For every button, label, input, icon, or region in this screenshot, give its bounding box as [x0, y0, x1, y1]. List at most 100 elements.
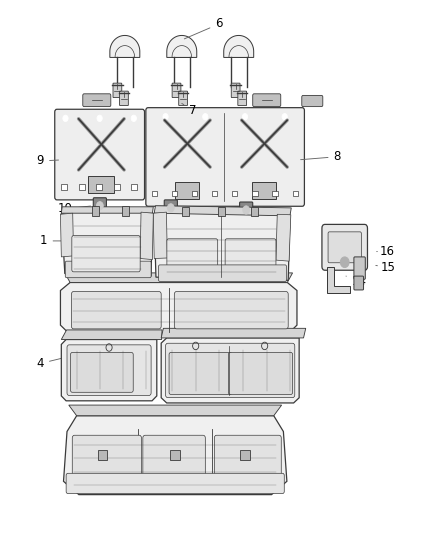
Polygon shape [65, 273, 293, 282]
FancyBboxPatch shape [238, 91, 247, 106]
FancyBboxPatch shape [169, 352, 232, 394]
Bar [122, 206, 129, 216]
FancyBboxPatch shape [354, 276, 364, 290]
Circle shape [63, 115, 68, 122]
FancyBboxPatch shape [71, 352, 133, 392]
Text: 3: 3 [246, 383, 274, 395]
Circle shape [167, 204, 174, 212]
Bar [170, 450, 180, 460]
Bar [88, 176, 114, 193]
Circle shape [282, 114, 287, 120]
Bar [92, 206, 99, 216]
Polygon shape [64, 416, 287, 495]
FancyBboxPatch shape [302, 95, 323, 107]
Text: 13: 13 [346, 225, 369, 238]
Polygon shape [276, 214, 291, 261]
Polygon shape [140, 212, 153, 260]
Text: 9: 9 [36, 155, 59, 167]
Text: 8: 8 [300, 150, 341, 163]
Text: 10: 10 [57, 203, 91, 215]
Circle shape [340, 257, 349, 268]
FancyBboxPatch shape [174, 292, 288, 329]
Text: 2: 2 [248, 313, 275, 326]
Polygon shape [69, 405, 282, 416]
Bar [252, 182, 276, 199]
Polygon shape [327, 266, 350, 293]
FancyBboxPatch shape [354, 257, 365, 279]
FancyBboxPatch shape [55, 109, 145, 200]
Bar [252, 191, 258, 196]
Bar [96, 184, 102, 190]
FancyBboxPatch shape [328, 232, 361, 263]
Polygon shape [61, 207, 153, 213]
Polygon shape [110, 36, 140, 58]
Bar [152, 191, 157, 196]
Text: 5: 5 [226, 479, 254, 491]
Polygon shape [154, 209, 290, 280]
Bar [61, 184, 67, 190]
Bar [293, 191, 298, 196]
Text: 15: 15 [376, 261, 395, 274]
FancyBboxPatch shape [71, 292, 161, 329]
FancyBboxPatch shape [72, 435, 141, 484]
FancyBboxPatch shape [166, 343, 295, 398]
FancyBboxPatch shape [322, 224, 367, 270]
FancyBboxPatch shape [164, 200, 177, 216]
Bar [98, 450, 107, 460]
Circle shape [203, 114, 208, 120]
Bar [192, 191, 197, 196]
Bar [232, 191, 237, 196]
Bar [218, 207, 225, 216]
Polygon shape [161, 338, 299, 403]
Bar [272, 191, 278, 196]
Bar [131, 184, 137, 190]
FancyBboxPatch shape [146, 108, 304, 206]
FancyBboxPatch shape [143, 435, 205, 484]
FancyBboxPatch shape [179, 91, 187, 106]
FancyBboxPatch shape [172, 83, 181, 98]
Text: 6: 6 [184, 18, 223, 39]
FancyBboxPatch shape [66, 473, 284, 494]
FancyBboxPatch shape [231, 83, 240, 98]
Text: 1: 1 [40, 235, 67, 247]
Circle shape [242, 114, 247, 120]
FancyBboxPatch shape [167, 239, 218, 274]
Text: 11: 11 [163, 209, 178, 222]
FancyBboxPatch shape [72, 236, 140, 272]
Bar [212, 191, 217, 196]
Polygon shape [61, 340, 157, 401]
Polygon shape [224, 36, 254, 58]
Bar [240, 450, 250, 460]
Circle shape [131, 115, 137, 122]
FancyBboxPatch shape [229, 352, 293, 394]
FancyBboxPatch shape [83, 94, 111, 107]
Polygon shape [161, 328, 306, 338]
Polygon shape [154, 206, 291, 216]
FancyBboxPatch shape [253, 94, 281, 107]
FancyBboxPatch shape [120, 91, 128, 106]
Bar [251, 207, 258, 216]
Polygon shape [60, 282, 297, 336]
Bar [79, 184, 85, 190]
Text: 7: 7 [182, 103, 197, 117]
Bar [113, 184, 120, 190]
Polygon shape [60, 213, 74, 257]
Text: 16: 16 [377, 245, 395, 258]
Polygon shape [167, 36, 197, 58]
Text: 14: 14 [346, 275, 367, 288]
Bar [172, 191, 177, 196]
Circle shape [163, 114, 168, 120]
Text: 10: 10 [255, 207, 287, 220]
Text: 4: 4 [36, 357, 64, 370]
FancyBboxPatch shape [65, 261, 151, 278]
Polygon shape [61, 209, 152, 276]
FancyBboxPatch shape [113, 83, 122, 98]
FancyBboxPatch shape [93, 198, 106, 214]
Circle shape [97, 115, 102, 122]
Bar [182, 207, 189, 216]
FancyBboxPatch shape [214, 435, 281, 484]
FancyBboxPatch shape [159, 265, 286, 281]
Circle shape [96, 201, 103, 210]
Bar [175, 182, 199, 199]
Circle shape [243, 206, 250, 214]
